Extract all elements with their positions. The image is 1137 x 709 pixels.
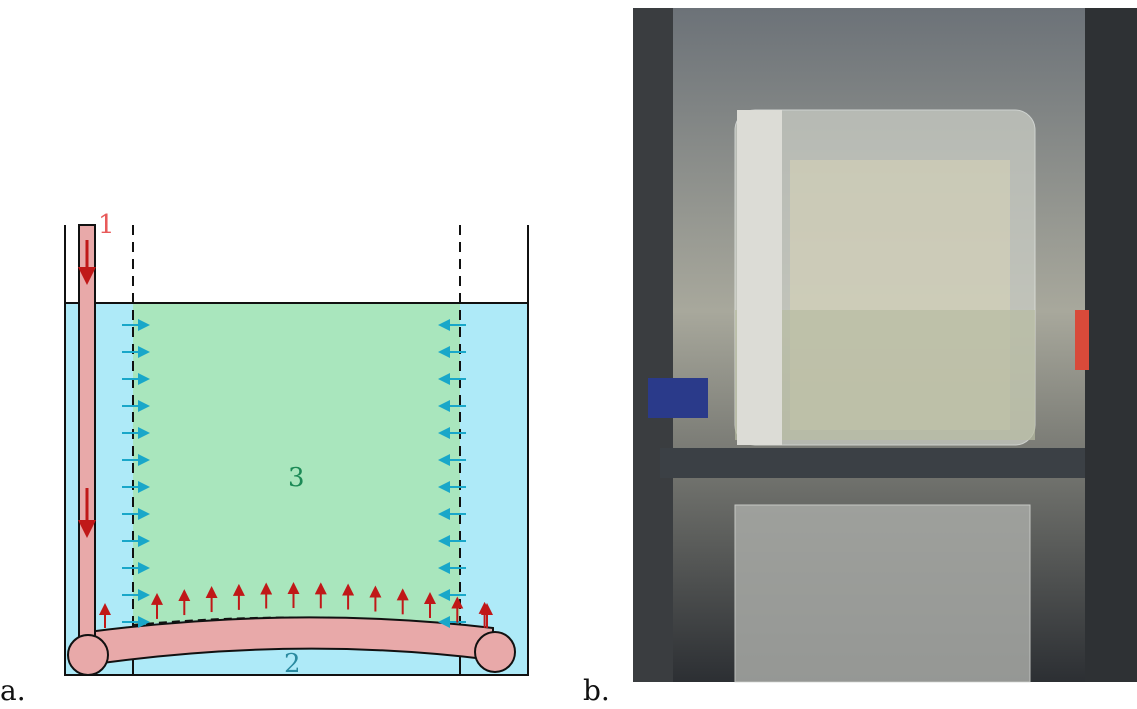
- panel-label: a.: [0, 674, 26, 707]
- water: [735, 310, 1035, 440]
- inlet-label: 1: [98, 210, 115, 240]
- inner-region: [133, 303, 460, 625]
- platform: [660, 448, 1085, 478]
- label-tag: [1075, 310, 1089, 370]
- photo: [633, 8, 1137, 683]
- panel-label: b.: [583, 674, 610, 707]
- region-label: 3: [288, 463, 305, 493]
- pipe-inlet: [78, 224, 96, 656]
- pipe-end: [67, 634, 109, 676]
- frame: [633, 8, 673, 682]
- pipe: [737, 110, 782, 445]
- lower-tank: [734, 504, 1031, 683]
- schematic: 1 2 3: [64, 210, 529, 679]
- tank-wall: [64, 225, 529, 676]
- region-label: 2: [284, 649, 301, 679]
- pipe-end: [474, 631, 516, 673]
- frame: [1085, 8, 1137, 682]
- clamp: [648, 378, 708, 418]
